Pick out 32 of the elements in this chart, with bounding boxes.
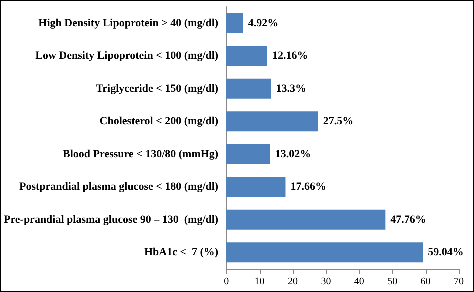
data-label: 17.66% [290, 181, 326, 194]
y-tick-label: Postprandial plasma glucose < 180 (mg/dl) [20, 181, 219, 194]
data-label: 13.02% [275, 148, 312, 160]
data-label: 12.16% [272, 50, 308, 62]
bar [226, 210, 386, 230]
bar [226, 46, 268, 66]
x-tick-label: 70 [454, 276, 464, 288]
y-tick-label: HbA1c < 7 (%) [144, 246, 219, 259]
x-tick-label: 30 [321, 276, 332, 288]
y-tick-label: Triglyceride < 150 (mg/dl) [96, 82, 219, 95]
data-label: 13.3% [276, 82, 307, 95]
y-tick-label: Pre-prandial plasma glucose 90 – 130 (mg/dl) [4, 214, 219, 226]
x-tick-label: 10 [254, 276, 265, 288]
x-tick-label: 0 [224, 276, 230, 288]
bar [226, 78, 272, 99]
bar [226, 112, 318, 132]
y-tick-label: Blood Pressure < 130/80 (mmHg) [63, 148, 219, 160]
y-tick-label: High Density Lipoprotein > 40 (mg/dl) [38, 17, 219, 30]
data-label: 59.04% [428, 246, 464, 259]
bar [226, 144, 270, 164]
bar [226, 242, 424, 263]
y-tick-label: Cholesterol < 200 (mg/dl) [100, 116, 219, 128]
data-label: 4.92% [248, 17, 279, 30]
x-tick-label: 40 [354, 276, 364, 288]
x-tick-label: 50 [388, 276, 398, 288]
bar [226, 13, 244, 34]
bar [226, 177, 286, 198]
y-tick-label: Low Density Lipoprotein < 100 (mg/dl) [36, 50, 219, 62]
x-tick-label: 20 [288, 276, 298, 288]
data-label: 27.5% [323, 116, 354, 128]
x-tick-label: 60 [420, 276, 431, 288]
data-label: 47.76% [390, 214, 426, 226]
